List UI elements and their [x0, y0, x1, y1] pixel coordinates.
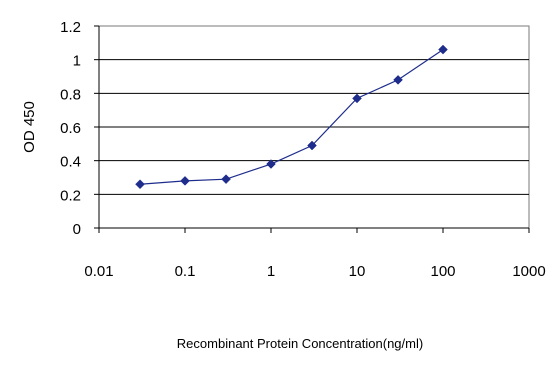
grid-lines — [99, 59, 529, 195]
y-axis-title: OD 450 — [21, 101, 38, 153]
axes — [94, 25, 530, 233]
x-tick-label: 1000 — [512, 263, 545, 280]
series — [135, 44, 448, 190]
x-tick-label: 0.1 — [175, 263, 196, 280]
data-point — [135, 179, 145, 190]
y-tick-labels: 0 0.2 0.4 0.6 0.8 1 1.2 — [60, 19, 81, 238]
data-point — [352, 93, 362, 104]
x-tick-labels: 0.01 0.1 1 10 100 1000 — [84, 263, 545, 280]
y-tick-label: 0.8 — [60, 86, 81, 103]
x-tick-label: 100 — [430, 263, 455, 280]
y-tick-label: 1 — [73, 53, 81, 70]
x-axis-title: Recombinant Protein Concentration(ng/ml) — [177, 336, 423, 351]
data-point — [438, 44, 448, 55]
y-tick-label: 0.6 — [60, 120, 81, 137]
data-point — [393, 75, 403, 85]
data-point — [266, 159, 276, 169]
series-line — [139, 49, 444, 185]
data-point — [307, 140, 317, 151]
x-tick-label: 10 — [349, 263, 366, 280]
data-point — [221, 174, 231, 185]
x-tick-label: 0.01 — [84, 263, 113, 280]
y-tick-label: 1.2 — [60, 19, 81, 36]
y-tick-label: 0.4 — [60, 154, 81, 171]
y-tick-label: 0.2 — [60, 187, 81, 204]
y-tick-label: 0 — [73, 221, 81, 238]
x-tick-label: 1 — [267, 263, 275, 280]
data-point — [180, 176, 190, 186]
